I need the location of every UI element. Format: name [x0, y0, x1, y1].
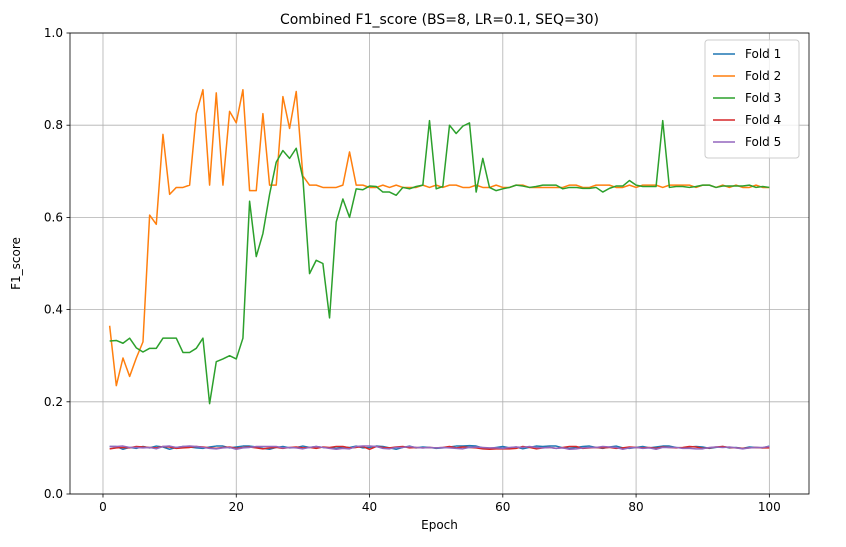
series-line-fold-3 [109, 119, 770, 405]
x-tick-label: 60 [495, 500, 510, 514]
x-axis-label: Epoch [421, 518, 458, 532]
plot-area-frame [69, 32, 810, 495]
axis-ticks: 0 20 40 60 80 100 0.0 0.2 0.4 0.6 0.8 1.0 [44, 26, 781, 514]
y-tick-label: 0.0 [44, 487, 63, 501]
x-tick-label: 0 [99, 500, 107, 514]
series-line-fold-5 [109, 445, 770, 451]
legend-entry: Fold 3 [745, 91, 781, 105]
x-tick-label: 100 [758, 500, 781, 514]
series-lines [108, 88, 770, 451]
legend-entry: Fold 5 [745, 135, 781, 149]
y-tick-label: 0.4 [44, 303, 63, 317]
y-axis-label: F1_score [9, 237, 23, 290]
y-tick-label: 0.8 [44, 118, 63, 132]
y-tick-label: 1.0 [44, 26, 63, 40]
legend-entry: Fold 4 [745, 113, 781, 127]
grid [70, 32, 809, 495]
chart-title: Combined F1_score (BS=8, LR=0.1, SEQ=30) [280, 12, 599, 28]
x-tick-label: 80 [628, 500, 643, 514]
series-line-fold-2 [108, 88, 770, 387]
y-tick-label: 0.2 [44, 395, 63, 409]
y-tick-label: 0.6 [44, 210, 63, 224]
x-tick-label: 20 [229, 500, 244, 514]
legend-entry: Fold 1 [745, 47, 781, 61]
legend-entry: Fold 2 [745, 69, 781, 83]
x-tick-label: 40 [362, 500, 377, 514]
legend: Fold 1 Fold 2 Fold 3 Fold 4 Fold 5 [704, 39, 800, 159]
legend-box [704, 39, 800, 159]
